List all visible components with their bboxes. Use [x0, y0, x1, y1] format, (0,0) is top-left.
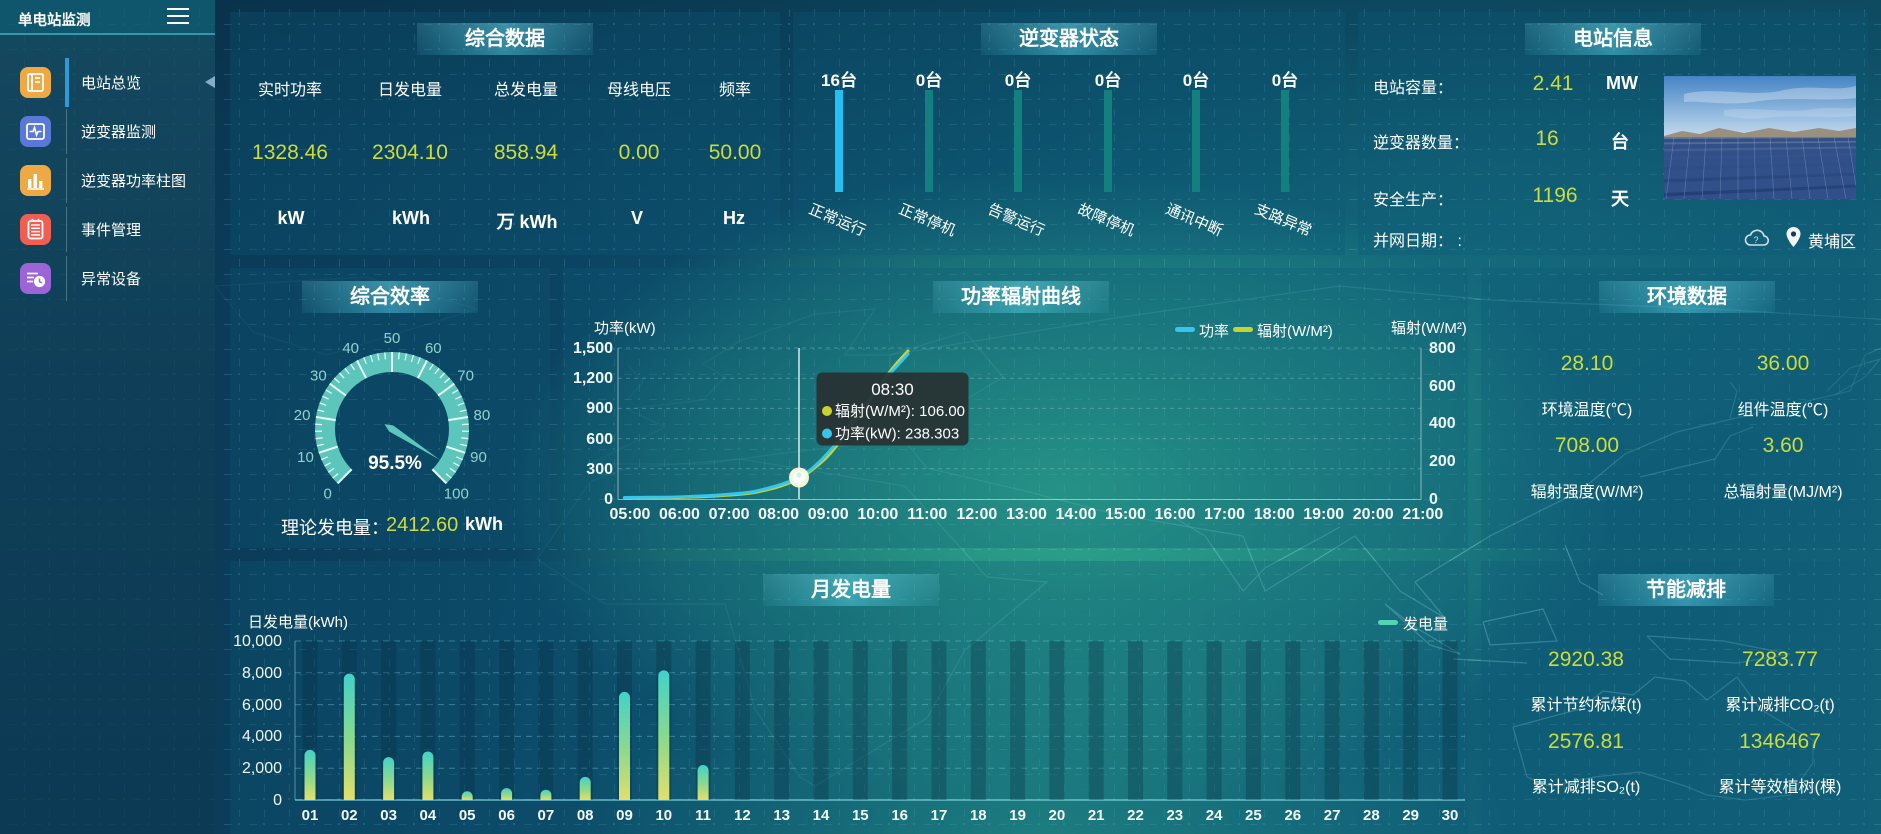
- svg-text:23: 23: [1166, 807, 1183, 824]
- svg-text:09:00: 09:00: [808, 506, 849, 523]
- svg-text:0: 0: [324, 485, 332, 502]
- svg-text:0: 0: [604, 491, 613, 508]
- svg-text:02: 02: [341, 807, 358, 824]
- svg-text:20: 20: [1049, 807, 1066, 824]
- svg-text:功率(kW): 238.303: 功率(kW): 238.303: [835, 426, 959, 443]
- svg-text:25: 25: [1245, 807, 1262, 824]
- svg-text:60: 60: [425, 340, 442, 357]
- svg-text:03: 03: [380, 807, 397, 824]
- svg-text:05: 05: [459, 807, 476, 824]
- svg-text:发电量: 发电量: [1403, 616, 1448, 633]
- svg-text:07: 07: [538, 807, 555, 824]
- svg-text:21: 21: [1088, 807, 1105, 824]
- svg-text:27: 27: [1324, 807, 1341, 824]
- svg-text:30: 30: [1442, 807, 1459, 824]
- svg-text:90: 90: [470, 449, 487, 466]
- svg-text:26: 26: [1284, 807, 1301, 824]
- svg-text:功率(kW): 功率(kW): [594, 320, 656, 337]
- svg-text:辐射(W/M²): 辐射(W/M²): [1257, 323, 1333, 340]
- svg-text:12: 12: [734, 807, 751, 824]
- svg-text:2,000: 2,000: [242, 760, 282, 777]
- svg-text:28: 28: [1363, 807, 1380, 824]
- svg-text:4,000: 4,000: [242, 728, 282, 745]
- svg-text:15: 15: [852, 807, 869, 824]
- svg-text:17:00: 17:00: [1204, 506, 1245, 523]
- svg-text:06:00: 06:00: [659, 506, 700, 523]
- svg-text:70: 70: [457, 368, 474, 385]
- svg-text:08: 08: [577, 807, 594, 824]
- svg-text:0: 0: [273, 792, 282, 809]
- svg-text:0: 0: [1429, 491, 1438, 508]
- svg-text:01: 01: [302, 807, 319, 824]
- svg-text:50: 50: [384, 330, 401, 347]
- svg-text:14:00: 14:00: [1056, 506, 1097, 523]
- svg-text:20:00: 20:00: [1353, 506, 1394, 523]
- svg-text:11:00: 11:00: [907, 506, 947, 523]
- svg-text:16: 16: [891, 807, 908, 824]
- svg-text:10:00: 10:00: [857, 506, 898, 523]
- svg-text:辐射(W/M²): 106.00: 辐射(W/M²): 106.00: [835, 403, 965, 420]
- svg-text:22: 22: [1127, 807, 1144, 824]
- svg-text:16:00: 16:00: [1155, 506, 1196, 523]
- svg-text:14: 14: [813, 807, 830, 824]
- svg-text:600: 600: [586, 431, 613, 448]
- svg-text:07:00: 07:00: [709, 506, 750, 523]
- svg-text:18: 18: [970, 807, 987, 824]
- svg-text:06: 06: [498, 807, 515, 824]
- svg-text:11: 11: [695, 807, 711, 824]
- svg-text:功率: 功率: [1199, 323, 1229, 340]
- svg-text:10,000: 10,000: [233, 633, 282, 650]
- svg-text:05:00: 05:00: [610, 506, 651, 523]
- svg-text:17: 17: [931, 807, 948, 824]
- svg-text:18:00: 18:00: [1254, 506, 1295, 523]
- svg-text:100: 100: [444, 485, 469, 502]
- svg-text:8,000: 8,000: [242, 665, 282, 682]
- svg-text:10: 10: [655, 807, 672, 824]
- svg-text:1,500: 1,500: [573, 340, 613, 357]
- svg-text:21:00: 21:00: [1402, 506, 1443, 523]
- svg-text:09: 09: [616, 807, 633, 824]
- svg-text:辐射(W/M²): 辐射(W/M²): [1391, 320, 1467, 337]
- svg-text:24: 24: [1206, 807, 1223, 824]
- svg-text:800: 800: [1429, 340, 1456, 357]
- svg-text:900: 900: [586, 400, 613, 417]
- svg-text:30: 30: [310, 368, 327, 385]
- svg-text:19:00: 19:00: [1303, 506, 1344, 523]
- svg-text:600: 600: [1429, 378, 1456, 395]
- svg-text:04: 04: [420, 807, 437, 824]
- svg-text:1,200: 1,200: [573, 370, 613, 387]
- svg-text:40: 40: [342, 340, 359, 357]
- svg-text:80: 80: [474, 407, 491, 424]
- svg-text:08:00: 08:00: [758, 506, 799, 523]
- svg-text:13: 13: [773, 807, 790, 824]
- svg-text:29: 29: [1402, 807, 1419, 824]
- svg-text:400: 400: [1429, 415, 1456, 432]
- svg-text:200: 200: [1429, 453, 1456, 470]
- svg-text:19: 19: [1009, 807, 1026, 824]
- svg-text:15:00: 15:00: [1105, 506, 1146, 523]
- svg-text:20: 20: [294, 407, 311, 424]
- svg-text:日发电量(kWh): 日发电量(kWh): [248, 614, 348, 631]
- svg-text:6,000: 6,000: [242, 697, 282, 714]
- svg-text:?: ?: [1753, 235, 1758, 245]
- svg-text:13:00: 13:00: [1006, 506, 1047, 523]
- svg-text:12:00: 12:00: [956, 506, 997, 523]
- svg-text:08:30: 08:30: [871, 380, 914, 399]
- svg-text:300: 300: [586, 461, 613, 478]
- svg-text:10: 10: [297, 449, 314, 466]
